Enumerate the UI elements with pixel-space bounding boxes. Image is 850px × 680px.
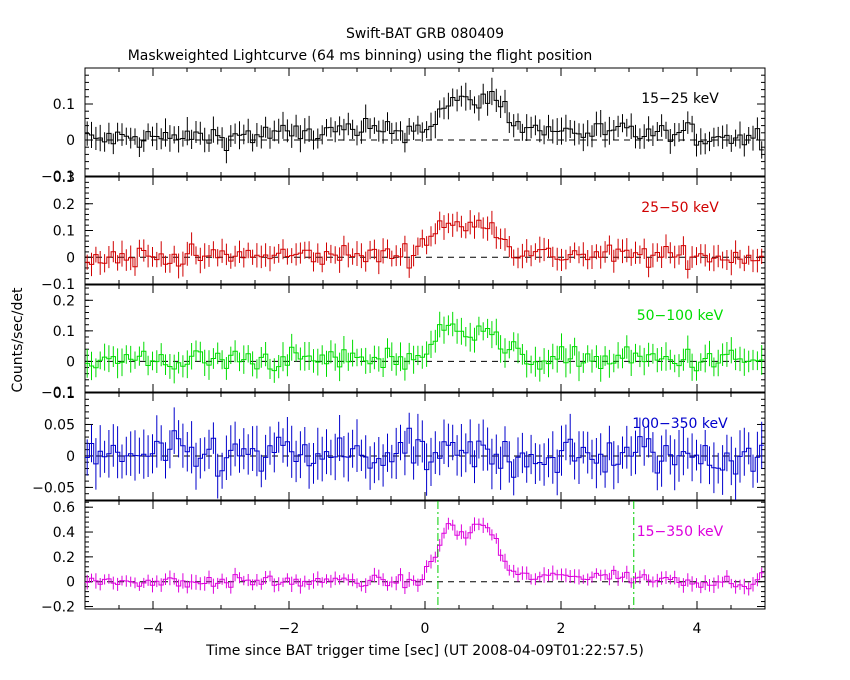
y-tick-label: 0.3 [53, 170, 75, 186]
lightcurve-series [85, 427, 764, 478]
y-tick-label: 0 [66, 250, 75, 266]
y-tick-label: −0.1 [41, 277, 75, 293]
y-tick-label: 0 [66, 133, 75, 149]
chart-title: Swift-BAT GRB 080409 [346, 26, 504, 42]
panel-4: −0.05 0 0.05 0.1 100−350 keV [32, 386, 766, 501]
panel-2: −0.1 0 0.1 0.2 0.3 25−50 keV [41, 170, 766, 293]
y-tick-label: 0.1 [53, 386, 75, 402]
y-tick-label: −0.1 [41, 169, 75, 185]
y-tick-label: 0.2 [53, 197, 75, 213]
x-tick-label: −2 [279, 621, 300, 637]
y-tick-label: 0.1 [53, 97, 75, 113]
panel-5: −0.2 0 0.2 0.4 0.6 15−350 keV [41, 500, 766, 616]
chart-subtitle: Maskweighted Lightcurve (64 ms binning) … [128, 48, 593, 64]
y-tick-label: 0 [66, 449, 75, 465]
panel-3: −0.1 0 0.1 0.2 50−100 keV [41, 284, 766, 401]
y-tick-label: 0.6 [53, 500, 75, 516]
x-tick-label: 2 [557, 621, 566, 637]
y-axis-label: Counts/sec/det [10, 287, 26, 392]
panels-group: −0.1 0 0.1 15−25 keV −0.1 0 0.1 0.2 0.3 25−50 keV… [32, 67, 766, 637]
x-axis-label: Time since BAT trigger time [sec] (UT 20… [205, 643, 644, 659]
y-tick-label: 0.2 [53, 293, 75, 309]
lightcurve-series [85, 91, 764, 151]
band-label: 15−350 keV [637, 524, 724, 540]
panel-1: −0.1 0 0.1 15−25 keV [41, 67, 766, 185]
panel-frame [84, 176, 766, 285]
x-tick-label: 0 [421, 621, 430, 637]
y-tick-label: 0.1 [53, 324, 75, 340]
y-tick-label: 0.2 [53, 550, 75, 566]
y-tick-label: 0.4 [53, 525, 75, 541]
y-tick-label: 0.05 [44, 417, 75, 433]
band-label: 15−25 keV [641, 91, 719, 107]
band-label: 100−350 keV [632, 416, 728, 432]
y-tick-label: 0 [66, 575, 75, 591]
lightcurve-series [85, 323, 764, 372]
lightcurve-series [85, 523, 764, 590]
y-tick-label: 0 [66, 354, 75, 370]
y-tick-label: −0.2 [41, 600, 75, 616]
y-tick-label: −0.1 [41, 385, 75, 401]
band-label: 25−50 keV [641, 200, 719, 216]
x-tick-label: 4 [693, 621, 702, 637]
y-tick-label: −0.05 [32, 480, 75, 496]
lightcurve-series [85, 219, 764, 270]
x-tick-label: −4 [143, 621, 164, 637]
y-tick-label: 0.1 [53, 224, 75, 240]
band-label: 50−100 keV [637, 308, 724, 324]
